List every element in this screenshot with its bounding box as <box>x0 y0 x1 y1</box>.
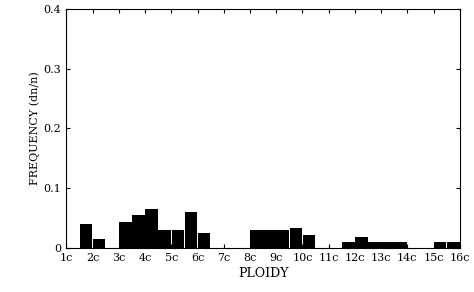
Bar <box>382 242 394 248</box>
Bar <box>303 235 315 248</box>
Bar <box>80 224 92 248</box>
Bar <box>394 242 407 248</box>
Bar <box>198 233 210 248</box>
Y-axis label: FREQUENCY (dn/n): FREQUENCY (dn/n) <box>29 72 40 185</box>
Bar <box>158 230 171 248</box>
Bar <box>264 230 276 248</box>
Bar <box>355 237 368 248</box>
Bar <box>447 241 459 248</box>
Bar <box>276 230 289 248</box>
Bar <box>119 223 132 248</box>
Bar <box>434 241 447 248</box>
X-axis label: PLOIDY: PLOIDY <box>238 267 288 280</box>
Bar <box>172 230 184 248</box>
Bar <box>342 242 355 248</box>
Bar <box>185 212 197 248</box>
Bar <box>368 242 381 248</box>
Bar <box>250 230 263 248</box>
Bar <box>132 215 145 248</box>
Bar <box>146 209 158 248</box>
Bar <box>290 228 302 248</box>
Bar <box>93 239 105 248</box>
